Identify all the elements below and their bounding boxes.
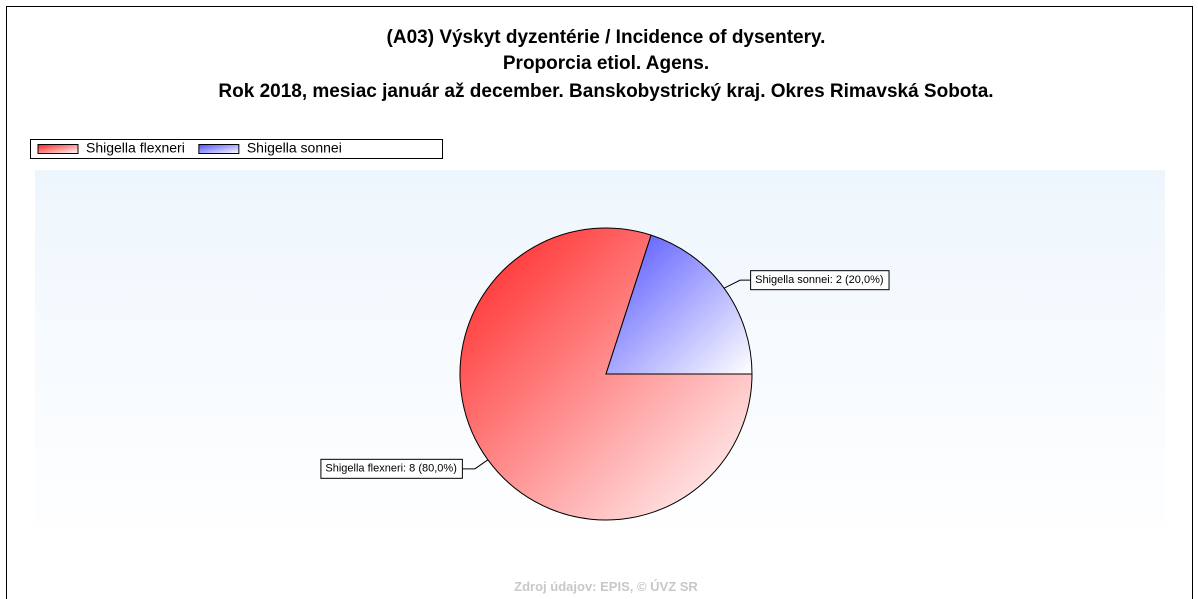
data-label: Shigella sonnei: 2 (20,0%)	[750, 270, 890, 291]
chart-title: (A03) Výskyt dyzentérie / Incidence of d…	[387, 27, 826, 48]
data-label: Shigella flexneri: 8 (80,0%)	[320, 458, 463, 479]
data-label-text: Shigella flexneri: 8 (80,0%)	[325, 463, 456, 475]
leader-line	[461, 459, 489, 470]
source: Zdroj údajov: EPIS, © ÚVZ SR	[514, 579, 698, 594]
legend-label: Shigella flexneri	[86, 140, 185, 156]
legend-swatch	[198, 144, 240, 154]
leader-line	[723, 279, 751, 289]
legend-label: Shigella sonnei	[247, 140, 342, 156]
data-label-text: Shigella sonnei: 2 (20,0%)	[755, 274, 883, 286]
pie-slice	[605, 234, 753, 375]
legend-swatch	[37, 144, 79, 154]
chart-subtitle: Rok 2018, mesiac január až december. Ban…	[218, 81, 993, 102]
chart-subtitle: Proporcia etiol. Agens.	[503, 53, 709, 74]
